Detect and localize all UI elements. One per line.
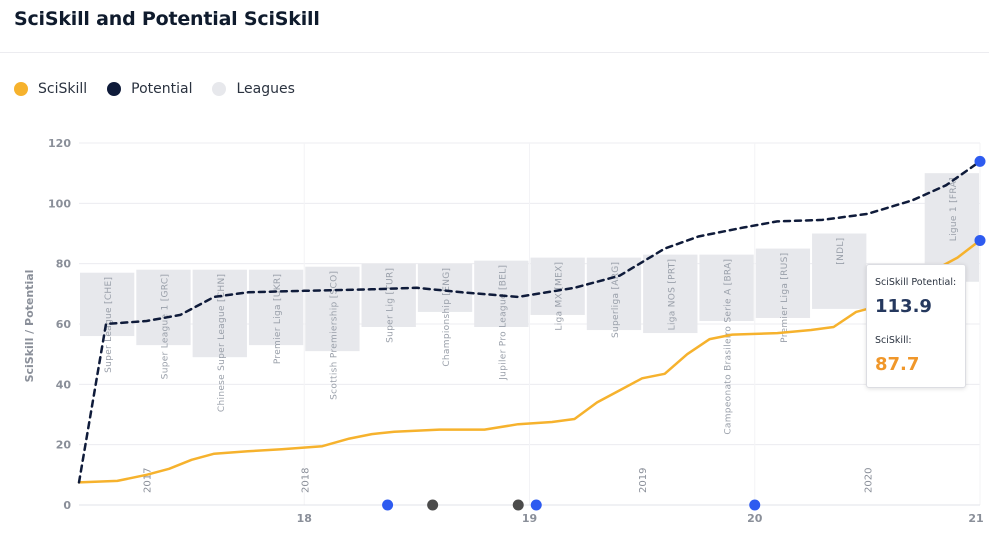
x-tick-label: 20 (747, 512, 763, 525)
y-tick-label: 60 (56, 318, 72, 331)
legend-item-potential[interactable]: Potential (107, 81, 192, 97)
league-label: Superliga [ARG] (611, 262, 621, 338)
league-label: Jupiler Pro League [BEL] (498, 265, 508, 381)
y-tick-label: 100 (48, 197, 71, 210)
event-marker (749, 499, 761, 511)
league-label: [NDL] (836, 238, 846, 265)
legend-swatch-leagues (212, 82, 227, 96)
tooltip-sciskill-label: SciSkill: (875, 335, 912, 346)
event-marker (427, 499, 439, 511)
legend: SciSkill Potential Leagues (14, 81, 315, 97)
chart-title: SciSkill and Potential SciSkill (14, 8, 320, 30)
league-label: Premier Liga [RUS] (780, 253, 790, 343)
league-box (305, 266, 360, 352)
legend-label-leagues: Leagues (236, 81, 295, 97)
legend-swatch-sciskill (14, 82, 28, 96)
league-box (699, 254, 754, 321)
y-tick-label: 20 (56, 439, 72, 452)
x-tick-label: 21 (968, 512, 983, 525)
legend-item-sciskill[interactable]: SciSkill (14, 81, 87, 97)
year-tick-label: 2017 (143, 468, 154, 493)
year-tick-label: 2019 (638, 468, 649, 493)
y-tick-label: 120 (48, 137, 71, 150)
x-tick-label: 18 (297, 512, 312, 525)
series-line-sciskill (77, 239, 982, 484)
event-marker (512, 499, 524, 511)
league-box (643, 254, 698, 334)
chart-tooltip: SciSkill Potential: 113.9 SciSkill: 87.7 (866, 264, 966, 388)
league-label: Scottish Premiership [SCO] (329, 271, 339, 400)
league-label: Super League [CHE] (104, 277, 114, 373)
league-label: Championship [ENG] (442, 268, 452, 367)
series-line-potential (77, 160, 982, 484)
league-label: Chinese Super League [CHN] (217, 274, 227, 412)
league-label: Liga NOS [PRT] (667, 259, 677, 331)
league-box (586, 257, 642, 331)
legend-item-leagues[interactable]: Leagues (212, 81, 295, 97)
event-marker (382, 499, 394, 511)
y-tick-label: 80 (56, 258, 72, 271)
legend-label-potential: Potential (131, 81, 193, 97)
league-box (192, 269, 247, 358)
year-tick-label: 2018 (300, 468, 311, 493)
tooltip-potential-label: SciSkill Potential: (875, 277, 957, 288)
league-label: Super League 1 [GRC] (160, 274, 170, 380)
league-label: Premier Liga [UKR] (273, 274, 283, 364)
year-tick-label: 2020 (863, 468, 874, 493)
league-box (530, 257, 585, 315)
league-label: Campeonato Brasileiro Serie A [BRA] (724, 259, 734, 435)
league-label: Ligue 1 [FRA] (949, 177, 959, 241)
league-box (755, 248, 811, 318)
event-marker (530, 499, 542, 511)
y-tick-label: 0 (63, 499, 71, 512)
league-label: Super Lig [TUR] (386, 268, 396, 343)
league-label: Liga MX [MEX] (555, 262, 565, 331)
legend-label-sciskill: SciSkill (38, 81, 88, 97)
league-box (248, 269, 304, 346)
endpoint-marker (974, 155, 986, 167)
endpoint-marker (974, 234, 986, 246)
league-box (812, 233, 867, 309)
league-box (80, 272, 135, 337)
league-box (136, 269, 191, 346)
y-tick-label: 40 (56, 378, 72, 391)
y-axis-label: SciSkill / Potential (23, 270, 36, 383)
legend-swatch-potential (107, 82, 122, 96)
tooltip-potential-value: 113.9 (875, 296, 932, 317)
title-divider (0, 52, 989, 53)
tooltip-sciskill-value: 87.7 (875, 354, 920, 375)
x-tick-label: 19 (522, 512, 537, 525)
league-box (361, 263, 416, 328)
